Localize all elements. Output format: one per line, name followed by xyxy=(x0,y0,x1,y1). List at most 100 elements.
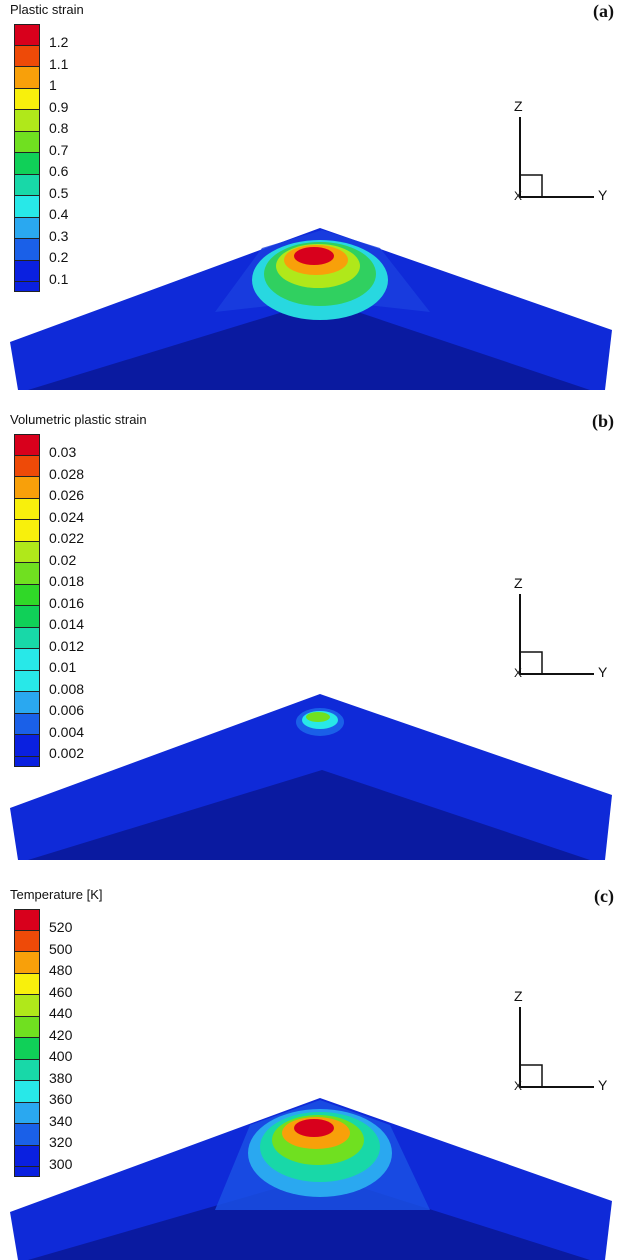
axis-triad-lines xyxy=(519,117,594,198)
legend-label: 0.002 xyxy=(49,745,85,761)
legend-swatch xyxy=(14,756,40,767)
legend-swatch xyxy=(14,477,40,499)
legend-swatch xyxy=(14,110,40,132)
legend-swatch xyxy=(14,45,40,67)
legend-swatch xyxy=(14,973,40,995)
legend-swatch xyxy=(14,692,40,714)
legend-swatch xyxy=(14,1059,40,1081)
legend-swatch xyxy=(14,735,40,757)
legend-label: 0.1 xyxy=(49,270,69,287)
legend-swatch xyxy=(14,541,40,563)
legend-swatch xyxy=(14,282,40,292)
legend-label: 0.03 xyxy=(49,444,77,460)
legend-swatch xyxy=(14,1016,40,1038)
legend-label: 0.026 xyxy=(49,487,85,503)
legend-label: 0.016 xyxy=(49,594,85,611)
axis-triad: Z Y X xyxy=(508,572,608,682)
panel-title: Volumetric plastic strain xyxy=(10,412,147,427)
legend-swatch xyxy=(14,174,40,196)
legend-swatch xyxy=(14,434,40,456)
legend-swatch xyxy=(14,606,40,628)
panel-c-temperature: Temperature [K] (c) 520 500 480 460 440 420 40… xyxy=(0,885,622,1260)
legend-swatch xyxy=(14,1081,40,1103)
legend-label: 1.2 xyxy=(49,34,69,50)
legend-label: 520 xyxy=(49,919,73,935)
legend-swatch xyxy=(14,24,40,46)
legend-swatch xyxy=(14,1145,40,1167)
legend-label: 0.022 xyxy=(49,530,85,546)
legend-label: 0.5 xyxy=(49,184,69,201)
legend-label: 440 xyxy=(49,1005,73,1021)
legend-swatch xyxy=(14,670,40,692)
deformed-mesh-contour xyxy=(10,228,612,390)
legend-label: 460 xyxy=(49,983,73,1000)
legend-swatch xyxy=(14,563,40,585)
legend-swatch xyxy=(14,131,40,153)
legend-swatch xyxy=(14,455,40,477)
legend-swatch xyxy=(14,196,40,218)
legend-label: 340 xyxy=(49,1112,73,1129)
legend-label: 0.01 xyxy=(49,659,77,675)
legend-label: 0.3 xyxy=(49,227,69,244)
legend-swatch xyxy=(14,153,40,175)
legend-label: 0.028 xyxy=(49,465,85,482)
legend-swatch xyxy=(14,239,40,261)
legend-label: 0.8 xyxy=(49,120,69,136)
legend-swatch xyxy=(14,1124,40,1146)
legend-swatch xyxy=(14,217,40,239)
legend-swatch xyxy=(14,952,40,974)
axis-label-z: Z xyxy=(514,575,523,591)
legend-label: 300 xyxy=(49,1155,73,1172)
legend-swatch xyxy=(14,1038,40,1060)
legend-swatch xyxy=(14,1102,40,1124)
deformed-mesh-contour xyxy=(10,694,612,860)
panel-title: Temperature [K] xyxy=(10,887,103,902)
legend-label: 0.7 xyxy=(49,141,69,158)
legend-label: 0.02 xyxy=(49,551,77,568)
legend-label: 420 xyxy=(49,1026,73,1043)
legend-swatch xyxy=(14,260,40,282)
axis-triad-lines xyxy=(519,1007,594,1088)
legend-swatch xyxy=(14,995,40,1017)
legend-label: 480 xyxy=(49,962,73,978)
legend-swatch xyxy=(14,498,40,520)
legend-label: 0.2 xyxy=(49,249,69,265)
legend-label: 0.6 xyxy=(49,163,69,179)
legend-swatch xyxy=(14,1167,40,1177)
legend-label: 0.004 xyxy=(49,723,85,740)
legend-swatch xyxy=(14,584,40,606)
axis-label-z: Z xyxy=(514,988,523,1004)
axis-label-y: Y xyxy=(598,187,608,203)
panel-letter: (b) xyxy=(592,411,614,431)
legend-label: 1.1 xyxy=(49,55,69,72)
legend-label: 360 xyxy=(49,1091,73,1107)
axis-label-y: Y xyxy=(598,1077,608,1093)
legend-swatch xyxy=(14,649,40,671)
axis-label-y: Y xyxy=(598,664,608,680)
legend-swatch xyxy=(14,88,40,110)
legend-label: 0.9 xyxy=(49,98,69,115)
legend-swatch xyxy=(14,930,40,952)
panel-b-volumetric-plastic-strain: Volumetric plastic strain (b) 0.03 0.028 0… xyxy=(0,410,622,865)
axis-label-x: X xyxy=(514,1079,523,1093)
legend-swatch xyxy=(14,627,40,649)
legend-label: 1 xyxy=(49,77,57,93)
legend-label: 0.4 xyxy=(49,206,69,222)
legend-swatch xyxy=(14,909,40,931)
legend-label: 0.018 xyxy=(49,573,85,589)
axis-triad: Z Y X xyxy=(508,95,608,205)
deformed-mesh-contour xyxy=(10,1098,612,1260)
panel-letter: (c) xyxy=(594,886,614,906)
legend-label: 380 xyxy=(49,1069,73,1086)
legend-swatch xyxy=(14,713,40,735)
legend-label: 0.012 xyxy=(49,637,85,654)
axis-triad: Z Y X xyxy=(508,985,608,1095)
legend-label: 400 xyxy=(49,1048,73,1064)
panel-letter: (a) xyxy=(593,1,614,21)
legend-swatch xyxy=(14,67,40,89)
legend-label: 0.006 xyxy=(49,702,85,718)
legend-label: 320 xyxy=(49,1134,73,1150)
axis-triad-lines xyxy=(519,594,594,675)
legend-label: 500 xyxy=(49,940,73,957)
axis-label-z: Z xyxy=(514,98,523,114)
